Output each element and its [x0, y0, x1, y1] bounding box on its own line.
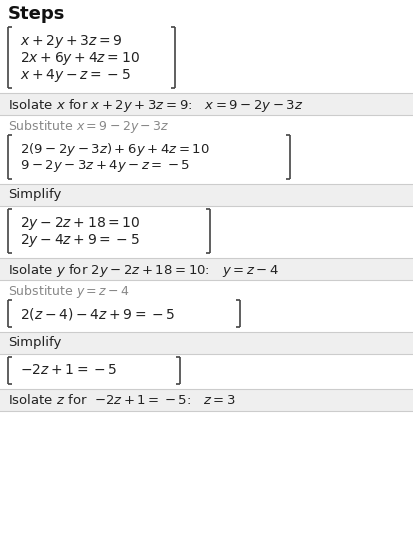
Text: Simplify: Simplify: [8, 188, 62, 201]
Text: Substitute $x = 9 - 2y - 3z$: Substitute $x = 9 - 2y - 3z$: [8, 118, 169, 135]
Text: Steps: Steps: [8, 5, 65, 23]
Text: Isolate $x$ for $x + 2y + 3z = 9$:   $x = 9 - 2y - 3z$: Isolate $x$ for $x + 2y + 3z = 9$: $x = …: [8, 97, 304, 114]
Text: $2(z - 4) - 4z + 9 = -5$: $2(z - 4) - 4z + 9 = -5$: [20, 306, 176, 322]
Text: $2y - 4z + 9 = -5$: $2y - 4z + 9 = -5$: [20, 232, 140, 249]
Text: $2y - 2z + 18 = 10$: $2y - 2z + 18 = 10$: [20, 215, 140, 232]
FancyBboxPatch shape: [0, 332, 413, 354]
FancyBboxPatch shape: [0, 184, 413, 206]
FancyBboxPatch shape: [0, 389, 413, 411]
Text: Isolate $z$ for  $-2z + 1 = -5$:   $z = 3$: Isolate $z$ for $-2z + 1 = -5$: $z = 3$: [8, 393, 236, 407]
Text: $x + 2y + 3z = 9$: $x + 2y + 3z = 9$: [20, 33, 123, 50]
Text: Substitute $y = z - 4$: Substitute $y = z - 4$: [8, 283, 130, 300]
FancyBboxPatch shape: [0, 258, 413, 280]
Text: Simplify: Simplify: [8, 336, 62, 349]
Text: $x + 4y - z = -5$: $x + 4y - z = -5$: [20, 67, 131, 84]
Text: $-2z + 1 = -5$: $-2z + 1 = -5$: [20, 363, 117, 377]
Text: $9 - 2y - 3z + 4y - z = -5$: $9 - 2y - 3z + 4y - z = -5$: [20, 158, 190, 174]
Text: $2(9 - 2y - 3z) + 6y + 4z = 10$: $2(9 - 2y - 3z) + 6y + 4z = 10$: [20, 141, 210, 158]
FancyBboxPatch shape: [0, 93, 413, 115]
Text: Isolate $y$ for $2y - 2z + 18 = 10$:   $y = z - 4$: Isolate $y$ for $2y - 2z + 18 = 10$: $y …: [8, 262, 279, 279]
Text: $2x + 6y + 4z = 10$: $2x + 6y + 4z = 10$: [20, 50, 140, 67]
